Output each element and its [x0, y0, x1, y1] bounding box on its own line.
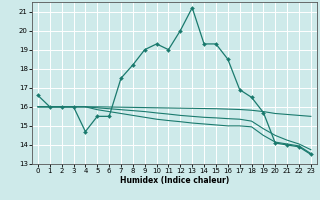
X-axis label: Humidex (Indice chaleur): Humidex (Indice chaleur)	[120, 176, 229, 185]
